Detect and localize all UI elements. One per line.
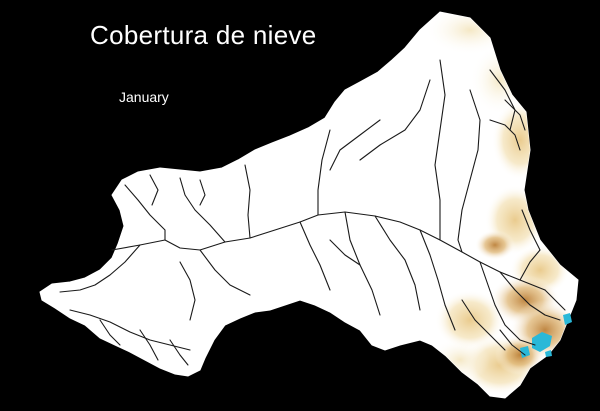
river-network — [59, 59, 566, 366]
cyan-patches — [520, 313, 572, 358]
map-title: Cobertura de nieve — [90, 20, 317, 50]
month-label: January — [119, 89, 169, 105]
